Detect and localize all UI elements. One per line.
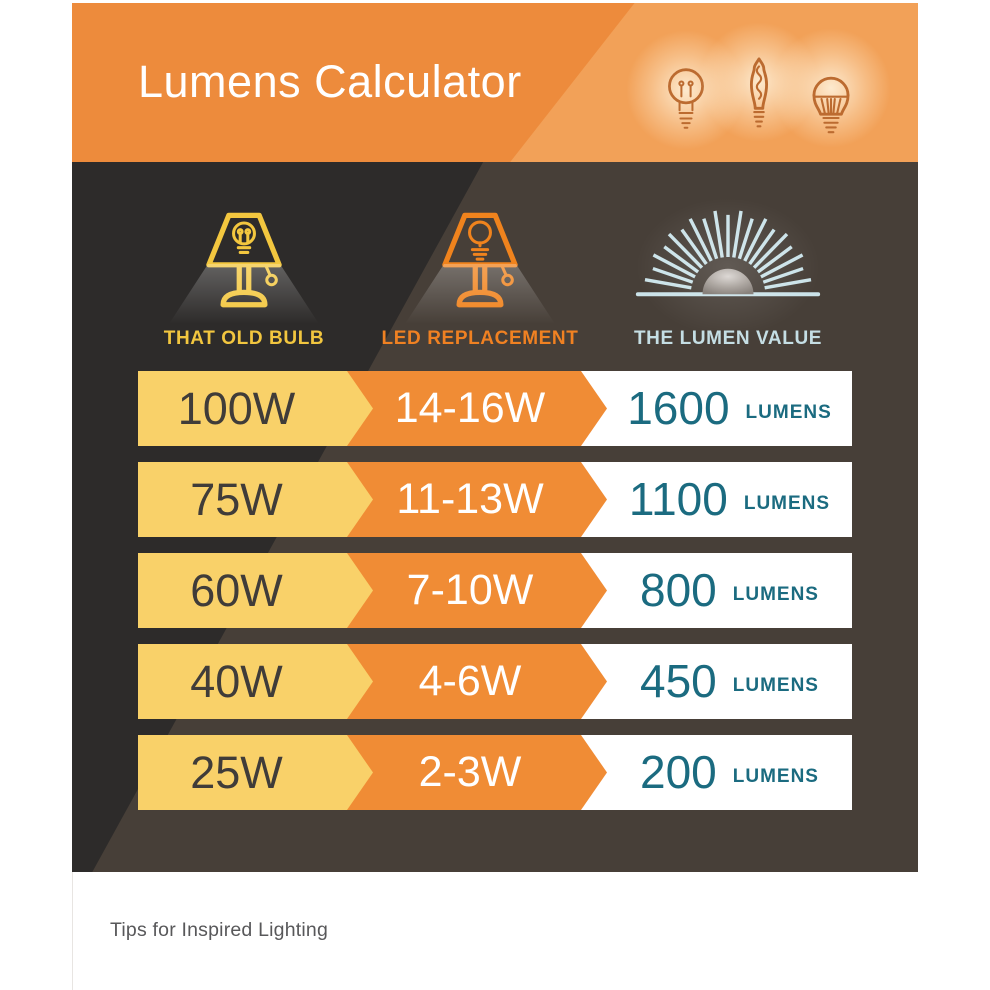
sunburst-icon (635, 210, 821, 297)
old-watt-value: 100W (177, 383, 296, 434)
lumen-band (567, 553, 852, 628)
column-old-bulb: THAT OLD BULB (134, 204, 354, 350)
sunburst-rays (644, 210, 812, 290)
old-watt-band (138, 644, 373, 719)
led-band (335, 462, 607, 537)
led-watt-value: 7-10W (406, 566, 534, 614)
column-led-replacement: LED REPLACEMENT (370, 204, 590, 350)
table-row: 60W 7-10W 800 LUMENS (138, 553, 852, 628)
lumen-band (567, 462, 852, 537)
lumen-band (567, 644, 852, 719)
led-watt-value: 11-13W (396, 475, 544, 523)
lumen-value: 450 (640, 655, 717, 707)
table-row: 75W 11-13W 1100 LUMENS (138, 462, 852, 537)
header-bulb-icons (662, 54, 854, 136)
old-watt-band (138, 371, 373, 446)
led-band (335, 644, 607, 719)
led-watt-value: 14-16W (394, 384, 546, 432)
lumen-unit-label: LUMENS (732, 675, 819, 696)
old-watt-value: 40W (190, 656, 283, 707)
conversion-panel: THAT OLD BULB LED REPLACEMENT (72, 162, 918, 872)
sunburst-dome (702, 268, 754, 295)
header-banner: Lumens Calculator (72, 3, 918, 162)
led-table-lamp-icon (442, 212, 518, 308)
old-watt-band (138, 462, 373, 537)
old-watt-value: 75W (190, 474, 283, 525)
old-watt-value: 60W (190, 565, 283, 616)
lumen-unit-label: LUMENS (732, 766, 819, 787)
column-label-lumen-value: THE LUMEN VALUE (633, 328, 823, 349)
table-row: 40W 4-6W 450 LUMENS (138, 644, 852, 719)
column-label-led-replacement: LED REPLACEMENT (381, 328, 579, 349)
lumen-band (567, 735, 852, 810)
lumen-value: 1100 (628, 473, 728, 525)
old-watt-value: 25W (190, 747, 283, 798)
table-row: 100W 14-16W 1600 LUMENS (138, 371, 852, 446)
lumen-unit-label: LUMENS (732, 584, 819, 605)
incandescent-bulb-icon (662, 66, 710, 136)
old-bulb-table-lamp-icon (206, 212, 282, 308)
led-bulb-icon (808, 64, 854, 136)
edison-bulb-icon (740, 54, 778, 136)
old-watt-band (138, 553, 373, 628)
column-lumen-value: THE LUMEN VALUE (618, 191, 838, 350)
lumen-band (567, 371, 852, 446)
lumen-value: 200 (640, 746, 717, 798)
led-watt-value: 4-6W (418, 657, 522, 705)
lumen-unit-label: LUMENS (745, 402, 832, 423)
page-title: Lumens Calculator (138, 55, 522, 107)
old-watt-band (138, 735, 373, 810)
lumen-value: 800 (640, 564, 717, 616)
led-watt-value: 2-3W (418, 748, 522, 796)
led-band (335, 553, 607, 628)
footer-divider-line (72, 872, 73, 990)
lumen-value: 1600 (627, 382, 730, 434)
lumen-unit-label: LUMENS (743, 493, 831, 514)
footer-tagline: Tips for Inspired Lighting (110, 919, 329, 941)
led-band (335, 735, 607, 810)
table-row: 25W 2-3W 200 LUMENS (138, 735, 852, 810)
led-band (335, 371, 607, 446)
conversion-rows: 100W 14-16W 1600 LUMENS 75W 11-13W 1100 … (138, 371, 852, 826)
column-label-old-bulb: THAT OLD BULB (163, 328, 325, 349)
